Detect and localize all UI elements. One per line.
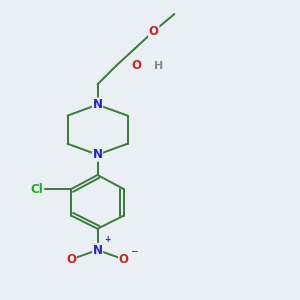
Text: +: + bbox=[104, 236, 110, 244]
Text: O: O bbox=[119, 253, 129, 266]
Text: O: O bbox=[149, 25, 159, 38]
Text: O: O bbox=[132, 59, 142, 72]
Text: −: − bbox=[130, 247, 138, 256]
Text: Cl: Cl bbox=[30, 183, 43, 196]
Text: N: N bbox=[92, 98, 103, 111]
Text: N: N bbox=[92, 148, 103, 161]
Text: H: H bbox=[154, 61, 163, 70]
Text: O: O bbox=[66, 253, 76, 266]
Text: N: N bbox=[92, 244, 103, 256]
